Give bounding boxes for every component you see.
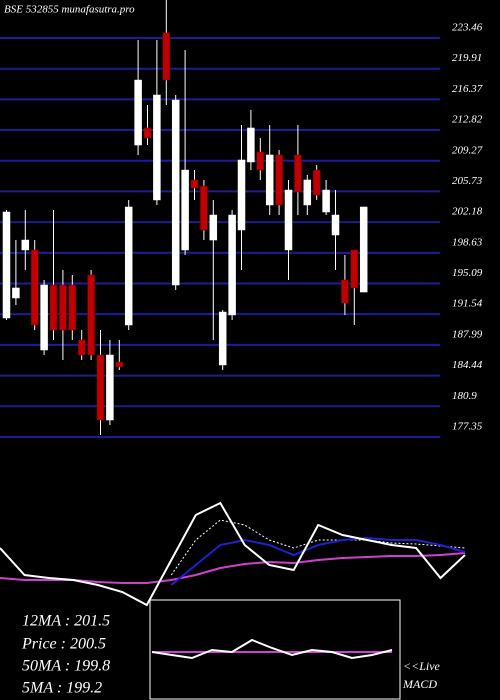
y-tick-label: 202.18	[452, 206, 483, 218]
candle-body	[181, 169, 189, 251]
y-tick-label: 205.73	[452, 175, 483, 187]
macd-label: <<Live	[403, 659, 441, 673]
candle-body	[68, 284, 77, 331]
candle-body	[237, 159, 246, 231]
candle-body	[341, 279, 349, 304]
macd-frame	[149, 599, 401, 700]
candle-body	[247, 127, 255, 163]
y-tick-label: 187.99	[452, 328, 483, 340]
candle-body	[30, 249, 39, 326]
candle-body	[106, 354, 114, 421]
candle-body	[218, 311, 227, 366]
candle-body	[96, 354, 105, 421]
candle-body	[303, 179, 312, 206]
y-tick-label: 216.37	[452, 83, 483, 95]
candle-body	[153, 94, 161, 201]
candle-body	[322, 189, 330, 213]
candle-body	[294, 154, 302, 193]
y-tick-label: 191.54	[452, 298, 483, 310]
candle-body	[256, 151, 265, 171]
chart-title: BSE 532855 munafasutra.pro	[4, 4, 135, 16]
candle-body	[265, 154, 274, 206]
indicator-line	[170, 536, 466, 586]
candle-body	[49, 284, 58, 331]
candle-body	[171, 99, 180, 286]
y-tick-label: 219.91	[452, 52, 482, 64]
candle-body	[359, 206, 368, 293]
info-line: Price : 200.5	[21, 636, 106, 653]
candle-body	[40, 284, 48, 351]
y-tick-label: 195.09	[452, 267, 483, 279]
indicator-line	[151, 638, 393, 660]
candle-body	[77, 339, 86, 356]
candle-body	[21, 239, 30, 251]
candle-body	[143, 127, 152, 139]
candle-body	[200, 185, 208, 231]
candle-body	[59, 284, 67, 331]
y-tick-label: 180.9	[452, 390, 477, 402]
macd-label: MACD	[402, 677, 437, 691]
candle-body	[275, 154, 283, 206]
candle-body	[350, 249, 359, 289]
candle-body	[190, 179, 199, 189]
info-line: 50MA : 199.8	[22, 658, 110, 675]
info-line: 5MA : 199.2	[22, 680, 102, 697]
candle-body	[2, 211, 11, 319]
candle-body	[228, 214, 236, 316]
candle-body	[115, 361, 124, 368]
indicator-line	[170, 519, 466, 576]
candle-body	[134, 79, 142, 146]
indicator-line	[0, 501, 466, 607]
candle-body	[162, 32, 171, 81]
candle-body	[312, 169, 321, 196]
candle-body	[12, 287, 20, 299]
candle-body	[124, 206, 133, 326]
y-tick-label: 212.82	[452, 114, 483, 126]
y-tick-label: 223.46	[452, 22, 483, 34]
info-line: 12MA : 201.5	[22, 613, 110, 630]
candle-body	[87, 274, 95, 356]
candle-body	[284, 189, 293, 251]
y-tick-label: 209.27	[452, 144, 483, 156]
y-tick-label: 198.63	[452, 236, 483, 248]
y-tick-label: 177.35	[452, 421, 483, 433]
y-tick-label: 184.44	[452, 359, 483, 371]
candle-body	[331, 214, 340, 236]
candle-body	[209, 214, 218, 241]
